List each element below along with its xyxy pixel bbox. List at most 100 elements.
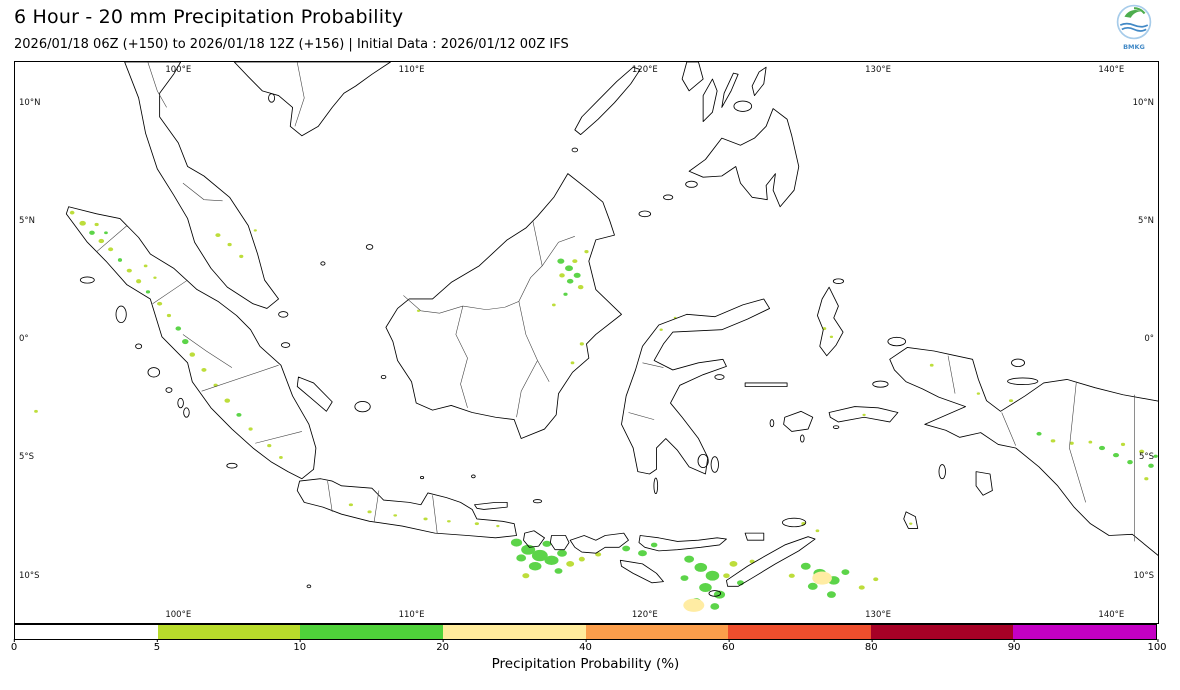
lon-tick-label: 100°E: [165, 610, 192, 620]
precip-blob: [1148, 463, 1154, 468]
precip-blob: [189, 352, 196, 357]
admin-borders: [97, 62, 1135, 541]
precip-blob: [528, 561, 542, 571]
precip-blob: [236, 412, 242, 417]
precip-blob: [826, 591, 836, 598]
map-canvas: 100°E 100°E 110°E 110°E 120°E 120°E 130°E 130°E…: [14, 61, 1159, 624]
precip-blob: [699, 583, 712, 593]
precip-blob: [812, 571, 832, 585]
precip-blob: [423, 517, 428, 521]
precip-blob: [566, 278, 574, 284]
precip-blob: [416, 309, 421, 312]
precip-blob: [557, 258, 565, 264]
lat-tick-label: 10°N: [19, 97, 41, 108]
precip-blob: [447, 520, 451, 523]
precip-blob: [554, 568, 563, 574]
precip-blob: [570, 361, 575, 365]
colorbar-label: Precipitation Probability (%): [491, 656, 680, 672]
precip-blob: [572, 259, 578, 264]
precip-blob: [815, 529, 820, 533]
lon-tick-label: 120°E: [631, 65, 658, 75]
precip-blob: [1088, 440, 1093, 444]
colorbar-tick-label: 80: [864, 639, 878, 653]
precip-blob: [1008, 399, 1014, 403]
lat-tick-label: 5°S: [1138, 452, 1154, 463]
precip-blob: [1050, 439, 1056, 443]
colorbar-tick-label: 20: [436, 639, 449, 653]
precip-blob: [729, 561, 738, 567]
precip-blob: [578, 556, 585, 562]
colorbar-segment: [870, 625, 1014, 639]
precip-blob: [531, 549, 548, 562]
precip-blob: [510, 538, 523, 547]
precip-blob: [1120, 442, 1126, 447]
precip-blob: [909, 522, 913, 525]
lon-tick-label: 110°E: [398, 65, 425, 75]
coastlines: [66, 62, 1158, 596]
precip-blob: [807, 582, 818, 590]
lat-tick-label: 5°S: [19, 452, 35, 463]
precip-blob: [566, 561, 575, 567]
precip-blob: [584, 250, 589, 254]
bmkg-logo: BMKG: [1114, 4, 1154, 51]
precip-blob: [565, 265, 573, 272]
colorbar-tick-label: 60: [722, 639, 735, 653]
bmkg-logo-text: BMKG: [1123, 43, 1145, 51]
precip-blob: [474, 522, 479, 526]
colorbar-tick-label: 100: [1147, 639, 1167, 653]
lon-tick-label: 140°E: [1098, 65, 1125, 75]
precip-blob: [1144, 477, 1149, 481]
lat-tick-label: 0°: [19, 334, 29, 345]
precip-blob: [683, 598, 705, 612]
lat-tick-label: 10°S: [19, 570, 40, 581]
precip-blob: [117, 258, 123, 262]
precip-blob: [544, 555, 559, 566]
precip-blob: [104, 231, 108, 235]
precip-blob: [559, 273, 565, 278]
colorbar-segment: [15, 625, 158, 639]
colorbar-segment: [442, 625, 586, 639]
precip-blob: [542, 540, 552, 547]
precip-blob: [98, 238, 105, 244]
colorbar-tick-label: 90: [1007, 639, 1021, 653]
precip-blob: [929, 363, 934, 367]
lon-tick-label: 110°E: [398, 610, 425, 620]
precip-blob: [684, 555, 695, 563]
precip-blob: [1139, 449, 1145, 454]
colorbar-segment: [157, 625, 301, 639]
colorbar-segment: [1013, 625, 1156, 639]
precip-blob: [516, 554, 527, 562]
precip-blob: [551, 303, 556, 307]
precip-blob: [215, 233, 221, 238]
precip-blob: [622, 545, 631, 552]
precip-blob: [182, 338, 189, 345]
colorbar-tick-label: 40: [579, 639, 592, 653]
lat-tick-label: 0°: [1144, 334, 1154, 345]
precip-blob: [579, 342, 584, 346]
precip-blob: [976, 392, 981, 395]
precip-blob: [79, 220, 86, 226]
lon-tick-label: 100°E: [165, 65, 192, 75]
precip-blob: [659, 328, 663, 331]
colorbar-tick-label: 5: [153, 639, 161, 653]
precip-blob: [201, 368, 207, 372]
colorbar-tick-label: 10: [293, 639, 307, 653]
lat-tick-label: 5°N: [19, 215, 36, 226]
colorbar-segment: [300, 625, 443, 639]
lon-tick-label: 130°E: [865, 65, 892, 75]
page-subtitle: 2026/01/18 06Z (+150) to 2026/01/18 12Z …: [14, 37, 569, 52]
precip-blob: [829, 335, 834, 339]
precip-blob: [1153, 454, 1158, 458]
precip-blob: [89, 230, 95, 235]
precip-blob: [573, 272, 581, 278]
precip-blob: [723, 573, 730, 579]
colorbar: 0 5 10 20 40 60 80 90 100 Precipitation Probabil…: [11, 624, 1167, 672]
precip-blob: [800, 562, 811, 570]
precip-blob: [239, 254, 244, 259]
precip-blob: [108, 247, 114, 252]
precip-blob: [253, 229, 257, 232]
lat-tick-label: 10°N: [1132, 97, 1154, 108]
precip-blob: [393, 514, 398, 517]
precip-blob: [1112, 452, 1120, 458]
